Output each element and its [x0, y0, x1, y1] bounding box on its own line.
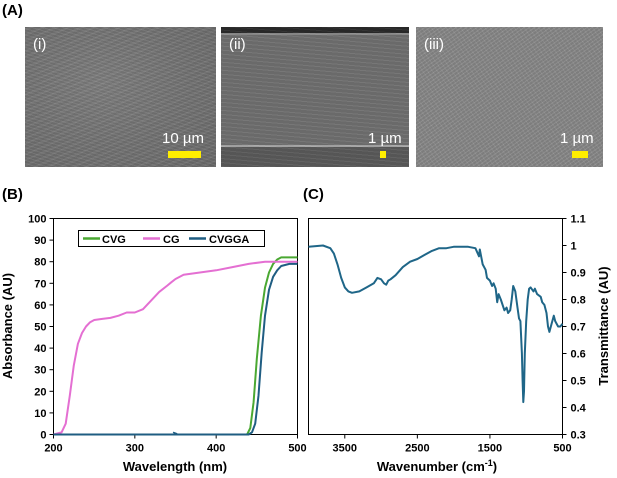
plot-frame [308, 218, 563, 435]
legend-box [78, 230, 265, 247]
x-tick-label: 500 [288, 443, 306, 455]
y-tick-label: 0.8 [571, 295, 586, 307]
scale-bar-label: 10 µm [162, 130, 204, 147]
cvgga-blip [172, 431, 178, 435]
y-tick-label: 0.3 [571, 430, 586, 442]
x-axis-label: Wavelength (nm) [123, 459, 227, 474]
y-axis-label: Transmittance (AU) [596, 266, 611, 385]
scale-bar [380, 151, 386, 158]
x-tick-label: 500 [553, 443, 571, 455]
cvgga-line [53, 262, 298, 436]
legend: CVG CG CVGGA [78, 230, 265, 247]
y-tick-label: 60 [34, 300, 46, 312]
y-tick-label: 30 [34, 365, 46, 377]
sem-image-1: (i) 10 µm [25, 27, 216, 167]
x-tick-label: 2500 [405, 443, 429, 455]
sem-image-label: (iii) [424, 36, 444, 53]
sem-texture [221, 27, 409, 167]
y-tick-label: 1.1 [571, 214, 586, 226]
plot-frame [53, 218, 298, 435]
scale-bar-label: 1 µm [560, 130, 594, 147]
x-tick-label: 3500 [333, 443, 357, 455]
legend-label-cvg: CVG [102, 234, 126, 246]
y-tick-label: 0.4 [571, 403, 587, 415]
y-tick-label: 10 [34, 408, 46, 420]
y-tick-label: 100 [28, 214, 46, 226]
y-tick-label: 0.7 [571, 322, 586, 334]
panel-b-label: (B) [2, 186, 23, 203]
y-tick-label: 0.6 [571, 349, 586, 361]
y-tick-label: 1 [571, 241, 577, 253]
cg-line [53, 260, 298, 436]
y-tick-label: 50 [34, 322, 46, 334]
sem-image-label: (ii) [229, 36, 246, 53]
sem-image-2: (ii) 1 µm [221, 27, 409, 167]
ftir-line [308, 244, 564, 404]
scale-bar-label: 1 µm [368, 130, 402, 147]
x-tick-label: 300 [126, 443, 144, 455]
y-tick-label: 40 [34, 343, 46, 355]
x-tick-label: 400 [207, 443, 225, 455]
legend-label-cvgga: CVGGA [209, 234, 249, 246]
x-tick-label: 200 [44, 443, 62, 455]
sem-image-3: (iii) 1 µm [416, 27, 603, 167]
y-tick-label: 0.9 [571, 268, 586, 280]
y-tick-label: 0 [40, 430, 46, 442]
y-tick-label: 90 [34, 235, 46, 247]
y-tick-label: 0.5 [571, 376, 586, 388]
sem-texture [25, 27, 216, 167]
y-tick-label: 70 [34, 278, 46, 290]
cvg-line [53, 256, 298, 436]
x-axis-label: Wavenumber (cm-1) [377, 458, 497, 474]
legend-label-cg: CG [163, 234, 180, 246]
scale-bar [168, 151, 201, 158]
panel-a-label: (A) [2, 2, 23, 19]
panel-c-label: (C) [303, 186, 324, 203]
x-tick-label: 1500 [478, 443, 502, 455]
sem-image-label: (i) [33, 36, 47, 53]
y-tick-label: 20 [34, 386, 46, 398]
scale-bar [572, 151, 588, 158]
y-axis-label: Absorbance (AU) [0, 273, 15, 379]
sem-texture [416, 27, 603, 167]
y-tick-label: 80 [34, 257, 46, 269]
